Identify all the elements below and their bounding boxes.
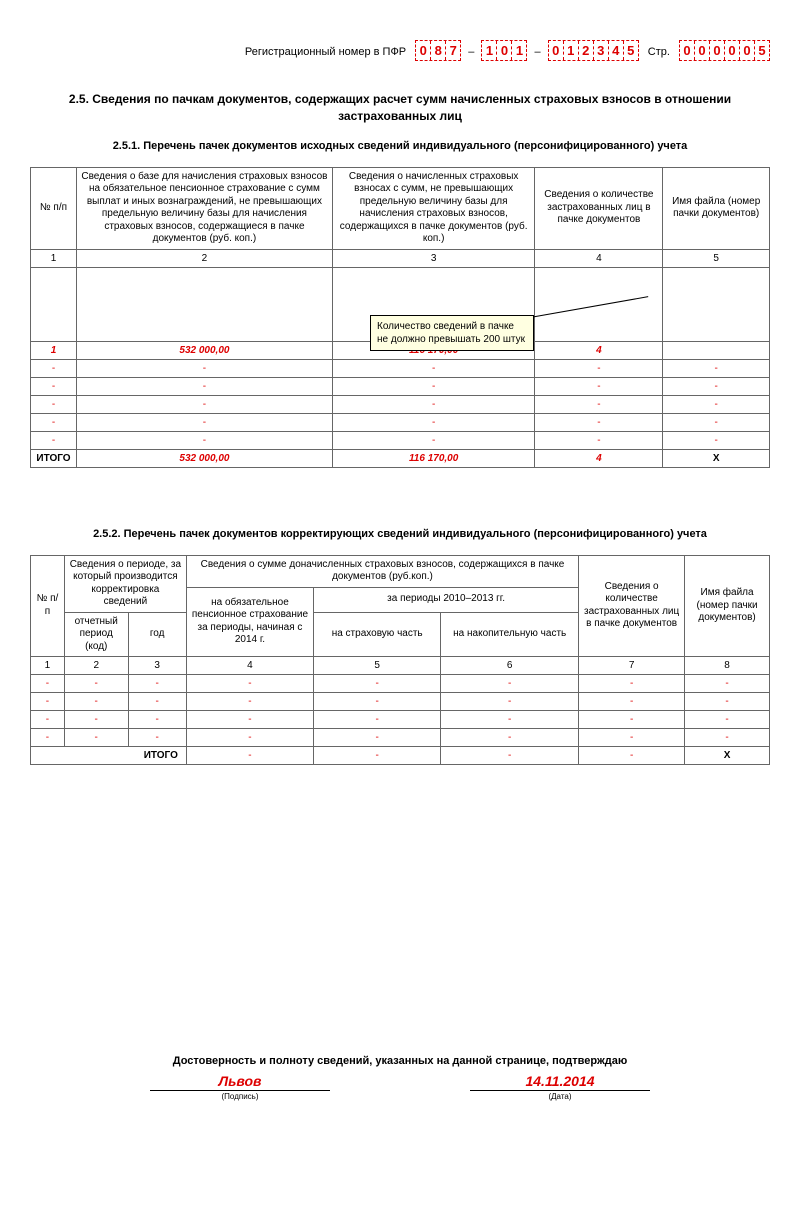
date: 14.11.2014 xyxy=(470,1073,650,1091)
reg-part1: 087 xyxy=(415,40,461,61)
t1-total-c4: X xyxy=(663,449,770,467)
t1-row1-c4 xyxy=(663,341,770,359)
t2-total-last: X xyxy=(685,747,770,765)
reg-label: Регистрационный номер в ПФР xyxy=(245,46,406,58)
t2-h0: № п/п xyxy=(31,555,65,657)
header: Регистрационный номер в ПФР 087 – 101 – … xyxy=(30,40,770,61)
t2-h3: на обязательное пенсионное страхование з… xyxy=(186,587,313,657)
t2-h7: Имя файла (номер пачки документов) xyxy=(685,555,770,657)
t1-h4: Имя файла (номер пачки документов) xyxy=(663,167,770,249)
date-label: (Дата) xyxy=(470,1092,650,1101)
t1-total-label: ИТОГО xyxy=(31,449,77,467)
reg-part2: 101 xyxy=(481,40,527,61)
t2-h-period: Сведения о периоде, за который производи… xyxy=(64,555,186,612)
t1-total-c2: 116 170,00 xyxy=(332,449,535,467)
table-252: № п/п Сведения о периоде, за который про… xyxy=(30,555,770,766)
page-label: Стр. xyxy=(648,46,670,58)
t2-h2: год xyxy=(128,612,186,657)
t2-h-2010: за периоды 2010–2013 гг. xyxy=(314,587,579,612)
reg-part3: 012345 xyxy=(548,40,639,61)
t1-total-c3: 4 xyxy=(535,449,663,467)
signature-label: (Подпись) xyxy=(150,1092,330,1101)
t1-row1-c1: 532 000,00 xyxy=(76,341,332,359)
page-num: 000005 xyxy=(679,40,770,61)
t1-h0: № п/п xyxy=(31,167,77,249)
t2-h6: Сведения о количестве застрахованных лиц… xyxy=(579,555,685,657)
t1-row1-c3: 4 xyxy=(535,341,663,359)
footer: Достоверность и полноту сведений, указан… xyxy=(30,1055,770,1101)
section-title: 2.5. Сведения по пачкам документов, соде… xyxy=(30,91,770,125)
t1-h2: Сведения о начисленных страховых взносах… xyxy=(332,167,535,249)
t2-h4: на страховую часть xyxy=(314,612,441,657)
signature: Львов xyxy=(150,1073,330,1091)
t2-h1: отчетный период (код) xyxy=(64,612,128,657)
t1-h1: Сведения о базе для начисления страховых… xyxy=(76,167,332,249)
t2-total-label: ИТОГО xyxy=(31,747,187,765)
t2-h-sum: Сведения о сумме доначисленных страховых… xyxy=(186,555,578,587)
t1-h3: Сведения о количестве застрахованных лиц… xyxy=(535,167,663,249)
t2-h5: на накопительную часть xyxy=(441,612,579,657)
confirm-text: Достоверность и полноту сведений, указан… xyxy=(30,1055,770,1067)
t1-row1-n: 1 xyxy=(31,341,77,359)
t1-total-c1: 532 000,00 xyxy=(76,449,332,467)
tooltip: Количество сведений в пачке не должно пр… xyxy=(370,315,534,351)
table1-title: 2.5.1. Перечень пачек документов исходны… xyxy=(30,140,770,152)
table2-title: 2.5.2. Перечень пачек документов коррект… xyxy=(30,528,770,540)
